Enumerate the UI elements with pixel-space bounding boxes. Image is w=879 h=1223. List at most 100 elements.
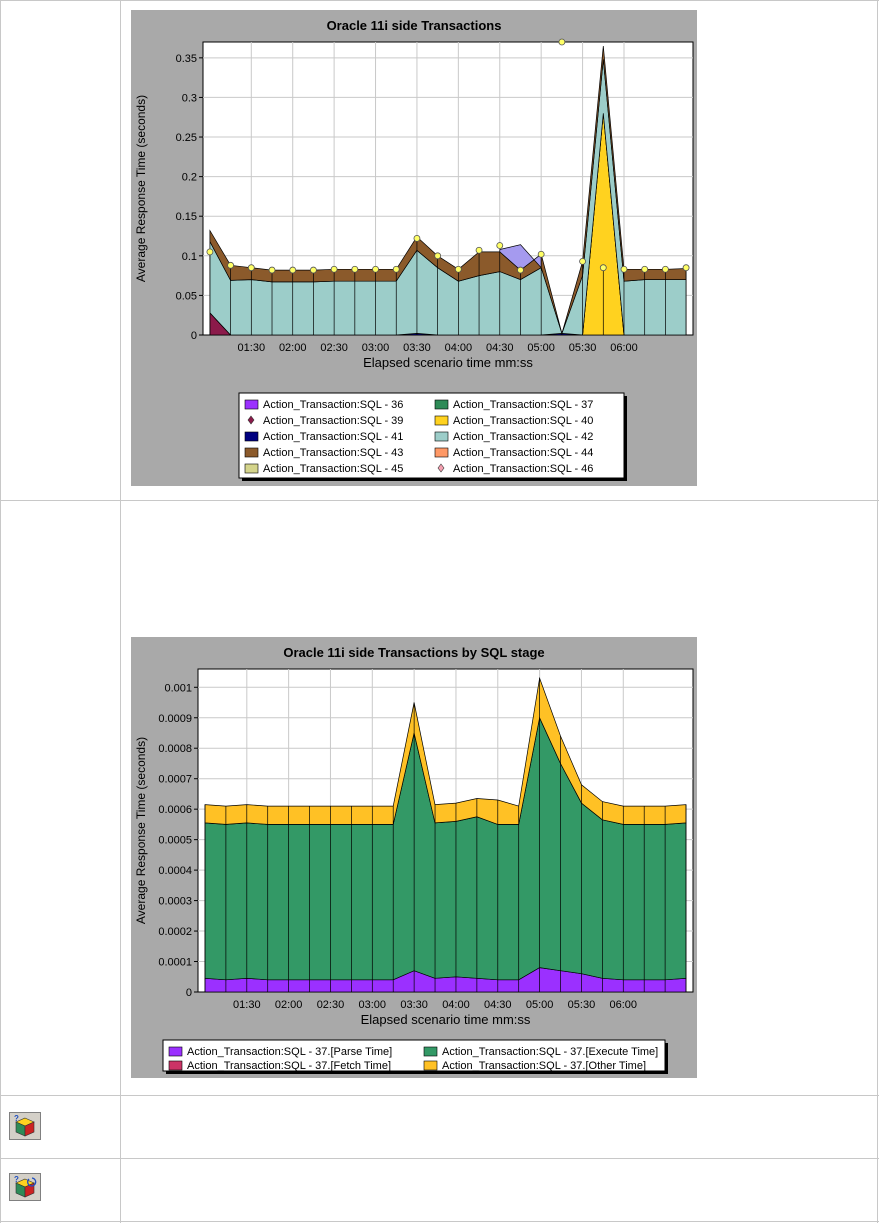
sql-stage-chart-svg: Oracle 11i side Transactions by SQL stag…: [131, 637, 697, 1078]
legend-swatch: [434, 415, 449, 426]
data-point: [641, 265, 649, 273]
data-point: [579, 257, 586, 265]
legend-label: Action_Transaction:SQL - 37.[Other Time]: [442, 1060, 646, 1072]
data-point: [413, 234, 421, 242]
x-tick-label: 02:30: [317, 999, 345, 1011]
y-tick-label: 0.2: [182, 172, 197, 184]
x-tick-label: 02:00: [279, 342, 307, 354]
y-tick-label: 0.0005: [158, 835, 192, 847]
data-point: [392, 265, 400, 273]
x-tick-label: 04:30: [486, 342, 514, 354]
legend-label: Action_Transaction:SQL - 37: [453, 399, 593, 411]
data-point: [558, 38, 566, 46]
y-tick-label: 0.0007: [158, 774, 192, 786]
legend-box: [162, 1039, 666, 1072]
data-point: [351, 265, 359, 273]
x-tick-label: 05:30: [568, 999, 596, 1011]
transactions-chart: Oracle 11i side Transactions 01:30 02:00 02…: [131, 10, 697, 486]
data-point: [268, 266, 276, 274]
y-tick-label: 0.15: [176, 211, 197, 223]
legend-swatch: [168, 1046, 183, 1057]
legend-box: [238, 392, 625, 479]
x-tick-label: 03:00: [362, 342, 390, 354]
table-border-bottom: [0, 1221, 879, 1222]
data-point: [517, 266, 524, 274]
data-point: [496, 242, 504, 249]
x-tick-label: 05:30: [569, 342, 597, 354]
legend-swatch: [437, 463, 445, 473]
cube-help-refresh-icon[interactable]: ?: [9, 1173, 41, 1201]
data-point: [454, 265, 462, 273]
legend-swatch: [247, 415, 255, 425]
legend-swatch: [244, 447, 259, 458]
legend-swatch: [244, 431, 259, 442]
x-tick-label: 02:30: [320, 342, 348, 354]
legend-label: Action_Transaction:SQL - 41: [263, 431, 403, 443]
data-point: [537, 250, 545, 258]
x-tick-label: 01:30: [233, 999, 261, 1011]
legend-label: Action_Transaction:SQL - 43: [263, 447, 403, 459]
legend-label: Action_Transaction:SQL - 42: [453, 431, 593, 443]
legend-label: Action_Transaction:SQL - 46: [453, 463, 593, 475]
legend-swatch: [434, 447, 449, 458]
data-point: [227, 261, 235, 269]
data-point: [206, 248, 214, 256]
data-point: [434, 252, 442, 260]
x-tick-label: 03:00: [359, 999, 387, 1011]
chart-title: Oracle 11i side Transactions by SQL stag…: [283, 645, 544, 660]
y-tick-label: 0.25: [176, 132, 197, 144]
data-point: [599, 264, 607, 272]
y-tick-label: 0.0004: [158, 865, 192, 877]
y-tick-label: 0.0003: [158, 896, 192, 908]
legend-swatch: [423, 1046, 438, 1057]
x-tick-label: 03:30: [403, 342, 431, 354]
legend-swatch: [168, 1060, 183, 1071]
y-tick-label: 0.0006: [158, 804, 192, 816]
legend-label: Action_Transaction:SQL - 37.[Parse Time]: [187, 1046, 392, 1058]
table-border-top: [0, 0, 879, 1]
data-point: [682, 264, 690, 272]
table-border-left: [0, 0, 1, 1223]
x-tick-label: 06:00: [610, 999, 638, 1011]
svg-text:?: ?: [14, 1114, 19, 1123]
y-tick-label: 0: [186, 987, 192, 999]
y-tick-label: 0.0008: [158, 743, 192, 755]
table-row-divider: [0, 1095, 879, 1096]
svg-text:?: ?: [14, 1175, 19, 1184]
legend-label: Action_Transaction:SQL - 36: [263, 399, 403, 411]
data-point: [310, 266, 317, 274]
legend-label: Action_Transaction:SQL - 39: [263, 415, 403, 427]
x-axis-label: Elapsed scenario time mm:ss: [361, 1012, 531, 1027]
y-tick-label: 0: [191, 330, 197, 342]
table-row-divider: [0, 500, 879, 501]
y-tick-label: 0.0009: [158, 713, 192, 725]
x-tick-label: 02:00: [275, 999, 303, 1011]
data-point: [247, 264, 255, 272]
cube-help-icon[interactable]: ?: [9, 1112, 41, 1140]
table-border-right: [877, 0, 878, 1223]
y-tick-label: 0.0002: [158, 926, 192, 938]
legend-label: Action_Transaction:SQL - 37.[Fetch Time]: [187, 1060, 391, 1072]
x-tick-label: 05:00: [527, 342, 555, 354]
y-tick-label: 0.3: [182, 92, 197, 104]
data-point: [661, 265, 669, 273]
y-axis-label: Average Response Time (seconds): [134, 737, 148, 924]
x-tick-label: 06:00: [610, 342, 638, 354]
transactions-chart-svg: Oracle 11i side Transactions 01:30 02:00 02…: [131, 10, 697, 486]
legend-label: Action_Transaction:SQL - 44: [453, 447, 593, 459]
legend-swatch: [423, 1060, 438, 1071]
data-point: [330, 265, 338, 273]
sql-stage-chart: Oracle 11i side Transactions by SQL stag…: [131, 637, 697, 1078]
legend-label: Action_Transaction:SQL - 45: [263, 463, 403, 475]
x-tick-label: 04:00: [442, 999, 470, 1011]
y-axis-label: Average Response Time (seconds): [134, 95, 148, 282]
data-point: [289, 266, 297, 274]
x-axis-label: Elapsed scenario time mm:ss: [363, 355, 533, 370]
data-point: [475, 246, 483, 254]
table-row-divider: [0, 1158, 879, 1159]
x-tick-label: 05:00: [526, 999, 554, 1011]
y-tick-label: 0.35: [176, 53, 197, 65]
legend-swatch: [434, 431, 449, 442]
legend-label: Action_Transaction:SQL - 37.[Execute Tim…: [442, 1046, 658, 1058]
